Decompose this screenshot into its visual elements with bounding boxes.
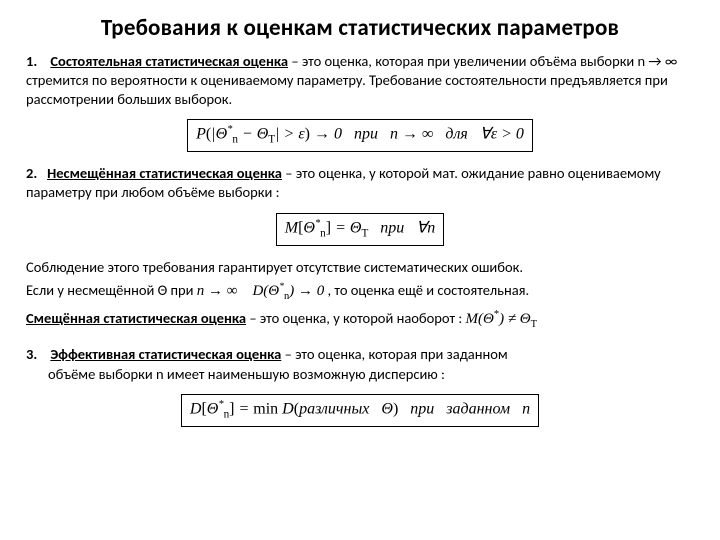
- formula-3: D[Θ*n] = min D(различных Θ) при заданном…: [181, 394, 539, 427]
- inline-math-2: M(Θ*) ≠ Θ: [466, 311, 531, 327]
- page-title: Требования к оценкам статистических пара…: [26, 14, 694, 42]
- section-2-term: Несмещённая статистическая оценка: [47, 164, 282, 182]
- section-2-num: 2.: [26, 164, 37, 182]
- section-1-num: 1.: [26, 52, 37, 70]
- section-3-term: Эффективная статистическая оценка: [50, 345, 281, 363]
- section-2: 2. Несмещённая статистическая оценка – э…: [26, 164, 694, 202]
- formula-1-row: P(|Θ*n − ΘT| > ε) → 0 при n → ∞ для ∀ε >…: [26, 119, 694, 152]
- section-2-note-1: Соблюдение этого требования гарантирует …: [26, 258, 694, 277]
- section-2-note-2b: , то оценка ещё и состоятельная.: [328, 281, 530, 299]
- slide: Требования к оценкам статистических пара…: [0, 0, 720, 540]
- section-2-note-2a: Если у несмещённой Θ при: [26, 281, 197, 299]
- section-3: 3. Эффективная статистическая оценка – э…: [26, 345, 694, 383]
- formula-3-row: D[Θ*n] = min D(различных Θ) при заданном…: [26, 394, 694, 427]
- inline-math-2-sub: T: [531, 311, 537, 327]
- formula-2: M[Θ*n] = ΘT при ∀n: [276, 213, 445, 246]
- spacer: [26, 335, 694, 341]
- section-3-body-start: – это оценка, которая при заданном: [285, 345, 508, 363]
- section-1-term: Состоятельная статистическая оценка: [50, 52, 288, 70]
- section-2-biased-term: Смещённая статистическая оценка: [26, 309, 246, 327]
- section-3-num: 3.: [26, 345, 37, 363]
- section-3-body-cont: объёме выборки n имеет наименьшую возмож…: [26, 365, 445, 383]
- section-2-biased-rest: – это оценка, у которой наоборот :: [249, 309, 465, 327]
- formula-2-row: M[Θ*n] = ΘT при ∀n: [26, 213, 694, 246]
- inline-math-1: n → ∞ D(Θ*n) → 0: [197, 283, 324, 299]
- section-2-note-2: Если у несмещённой Θ при n → ∞ D(Θ*n) → …: [26, 281, 694, 304]
- section-2-biased: Смещённая статистическая оценка – это оц…: [26, 308, 694, 332]
- formula-1: P(|Θ*n − ΘT| > ε) → 0 при n → ∞ для ∀ε >…: [187, 119, 533, 152]
- section-1: 1. Состоятельная статистическая оценка –…: [26, 52, 694, 109]
